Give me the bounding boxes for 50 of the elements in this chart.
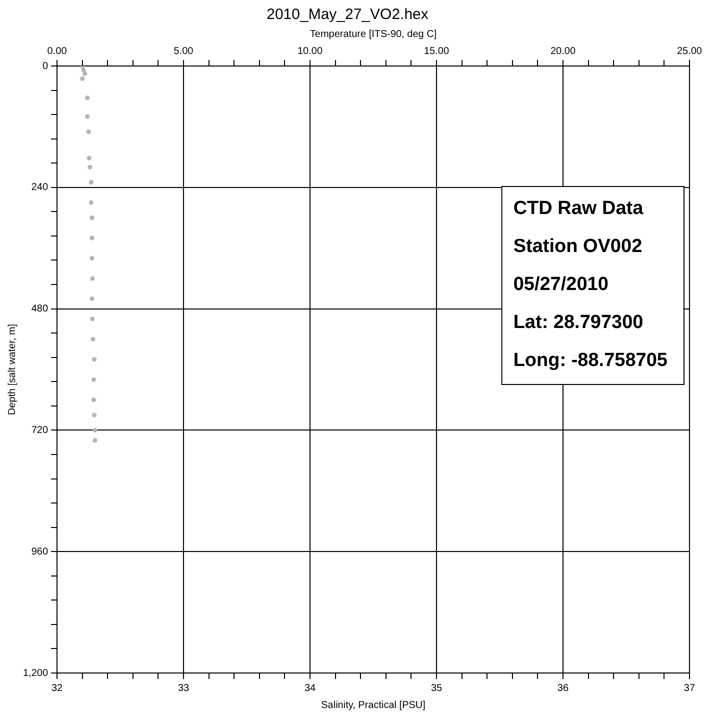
x2-tick-label: 34 <box>304 682 316 694</box>
annotation: CTD Raw Data <box>513 198 644 220</box>
x2-tick-label: 35 <box>430 682 442 694</box>
point <box>85 114 90 119</box>
y-tick-label: 0 <box>42 60 48 72</box>
x-tick-label: 15.00 <box>424 46 450 57</box>
point <box>91 377 96 382</box>
x2-tick-label: 36 <box>557 682 569 694</box>
point <box>88 180 94 185</box>
x-axis-title: Temperature [ITS-90, deg C] <box>310 28 437 40</box>
point <box>90 276 95 281</box>
x-tick-label: 10.00 <box>297 46 323 57</box>
point <box>82 71 88 76</box>
point <box>86 156 92 160</box>
point <box>90 215 94 220</box>
point <box>90 316 95 322</box>
point <box>81 68 86 72</box>
x2-tick-label: 37 <box>684 682 696 694</box>
x-tick-label: 5.00 <box>174 46 194 57</box>
point <box>92 412 97 418</box>
x-tick-label: 20.00 <box>550 46 576 57</box>
point <box>91 398 96 402</box>
x2-tick-label: 33 <box>178 682 190 694</box>
y-tick-label: 240 <box>31 182 48 194</box>
y-axis-title: Depth [salt water, m] <box>6 324 18 416</box>
point <box>90 336 96 342</box>
chart-title: 2010_May_27_VO2.hex <box>266 6 429 24</box>
y-tick-label: 720 <box>31 424 48 436</box>
annotation: Lat: 28.797300 <box>513 312 644 334</box>
x2-tick-label: 32 <box>51 682 64 694</box>
x-tick-label: 25.00 <box>676 46 702 57</box>
point <box>86 129 91 134</box>
point <box>92 357 97 362</box>
x2-axis-title: Salinity, Practical [PSU] <box>321 700 426 711</box>
y-tick-label: 1,200 <box>22 668 48 679</box>
point <box>90 236 94 240</box>
point <box>90 296 94 301</box>
x-tick-label: 0.00 <box>47 46 68 57</box>
annotation: Station OV002 <box>513 236 642 258</box>
point <box>85 96 90 100</box>
point <box>92 438 98 443</box>
point <box>90 256 94 261</box>
y-tick-label: 960 <box>31 546 48 558</box>
point <box>92 428 98 432</box>
point <box>88 200 94 205</box>
annotation: Long: -88.758705 <box>513 350 668 372</box>
point <box>88 164 92 170</box>
point <box>80 76 85 81</box>
annotation: 05/27/2010 <box>513 274 608 296</box>
y-tick-label: 480 <box>31 304 48 315</box>
